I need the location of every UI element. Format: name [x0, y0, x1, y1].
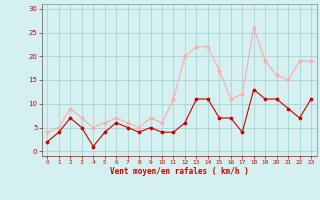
X-axis label: Vent moyen/en rafales ( km/h ): Vent moyen/en rafales ( km/h ): [110, 167, 249, 176]
